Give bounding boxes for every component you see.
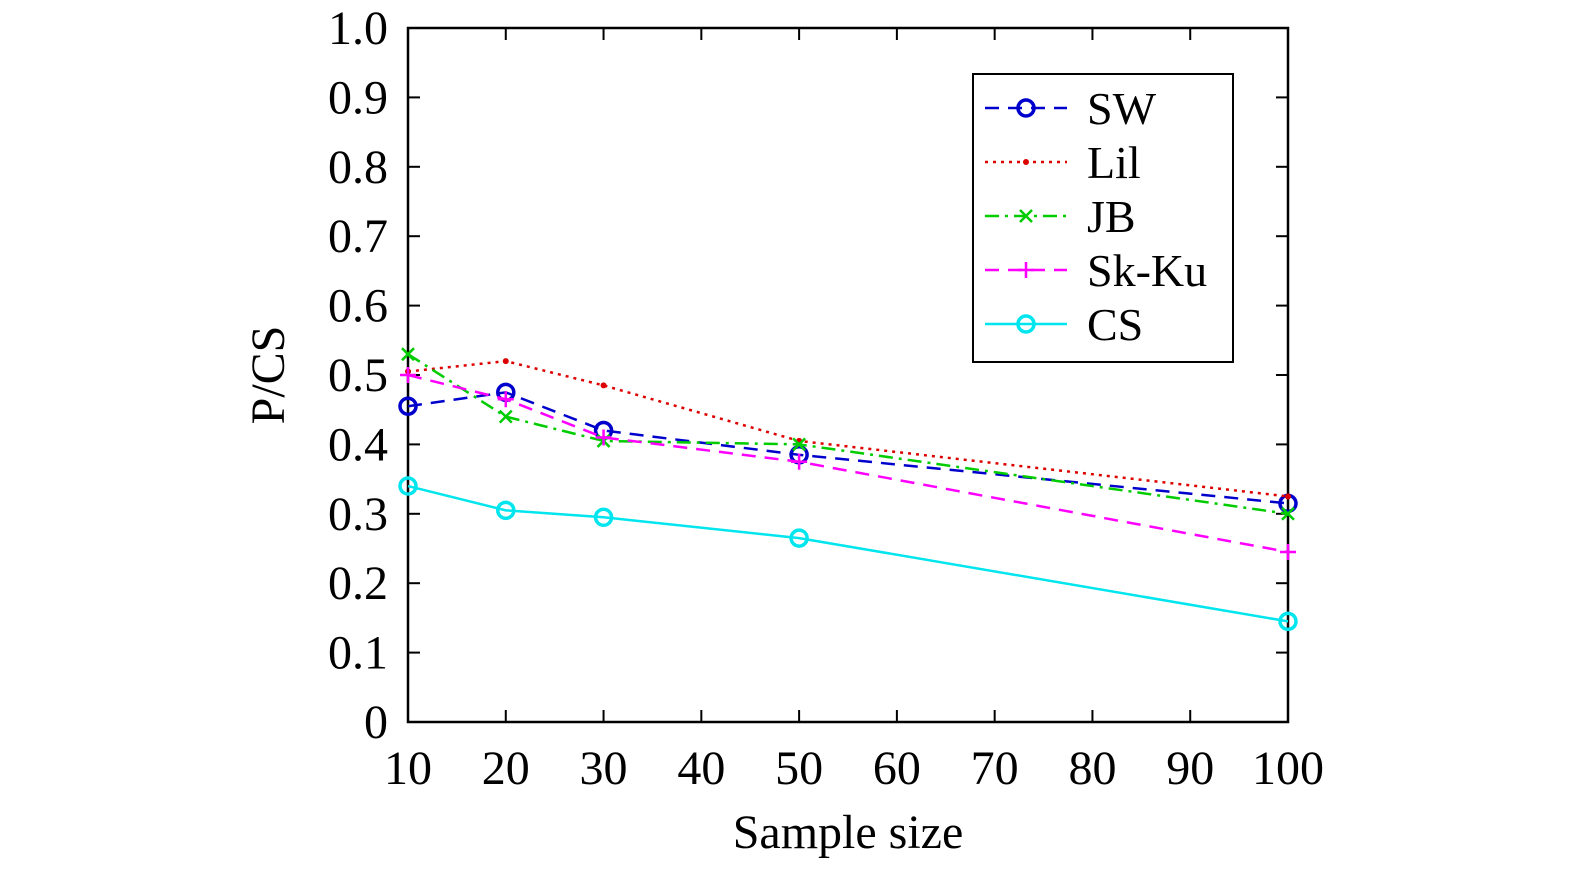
- data-point: [789, 528, 809, 548]
- data-point: [498, 409, 513, 424]
- x-tick-label: 30: [580, 742, 628, 795]
- series-line: [407, 373, 1289, 554]
- x-tick-label: 60: [873, 742, 921, 795]
- y-tick-label: 0.6: [328, 280, 388, 333]
- data-point: [496, 500, 516, 521]
- data-point: [1278, 611, 1298, 632]
- y-tick-label: 0.7: [328, 210, 388, 263]
- legend-label: Sk-Ku: [1087, 245, 1207, 296]
- data-point: [1023, 159, 1029, 165]
- data-point: [1016, 98, 1036, 118]
- series-sk-ku: [400, 367, 1296, 560]
- series-jb: [401, 347, 1295, 521]
- data-point: [791, 453, 808, 470]
- x-axis-title: Sample size: [733, 806, 964, 859]
- x-tick-label: 50: [775, 742, 823, 795]
- data-point: [1285, 493, 1291, 500]
- data-point: [401, 347, 415, 362]
- legend-item: CS: [985, 299, 1143, 350]
- data-point: [1281, 506, 1295, 521]
- y-tick-label: 0.8: [328, 141, 388, 194]
- data-point: [593, 507, 614, 528]
- x-tick-label: 90: [1166, 742, 1214, 795]
- data-point: [497, 391, 514, 408]
- series-group: [398, 347, 1298, 632]
- legend-item: JB: [985, 191, 1136, 242]
- y-tick-label: 0.4: [328, 418, 388, 471]
- series-line: [407, 484, 1289, 623]
- series-sw: [398, 382, 1298, 514]
- series-cs: [398, 476, 1298, 632]
- y-tick-label: 0.9: [328, 71, 388, 124]
- data-point: [595, 429, 612, 446]
- x-tick-label: 20: [482, 742, 530, 795]
- data-point: [400, 367, 416, 383]
- data-point: [1019, 209, 1033, 223]
- y-axis-title: P/CS: [242, 326, 295, 425]
- legend-label: CS: [1087, 299, 1143, 350]
- y-tick-label: 0: [364, 696, 388, 749]
- legend-label: JB: [1087, 191, 1136, 242]
- data-point: [398, 476, 418, 496]
- legend-box: [972, 73, 1234, 363]
- data-point: [1018, 262, 1034, 278]
- legend-label: SW: [1087, 83, 1157, 134]
- x-tick-label: 80: [1068, 742, 1116, 795]
- legend-item: Lil: [985, 137, 1141, 188]
- x-tick-label: 10: [384, 742, 432, 795]
- x-tick-label: 40: [677, 742, 725, 795]
- legend-item: SW: [985, 83, 1157, 134]
- series-line: [407, 391, 1289, 505]
- data-point: [1280, 543, 1296, 560]
- data-point: [502, 358, 509, 365]
- legend-label: Lil: [1087, 137, 1141, 188]
- x-tick-label: 70: [971, 742, 1019, 795]
- data-point: [600, 382, 607, 389]
- y-tick-label: 0.3: [328, 488, 388, 541]
- legend-item: Sk-Ku: [985, 245, 1207, 296]
- series-lil: [405, 358, 1291, 500]
- y-tick-label: 0.1: [328, 627, 388, 680]
- y-tick-label: 1.0: [328, 2, 388, 55]
- data-point: [1016, 314, 1036, 334]
- series-line: [407, 359, 1289, 498]
- data-point: [792, 437, 806, 452]
- x-tick-label: 100: [1252, 742, 1324, 795]
- data-point: [398, 396, 418, 416]
- axes: 10 20 30 40 50 60 70 80 90 100 0 0.1 0.2 0.3 0.4 0.5 0.6…: [328, 2, 1324, 795]
- y-tick-label: 0.5: [328, 349, 388, 402]
- y-tick-label: 0.2: [328, 557, 388, 610]
